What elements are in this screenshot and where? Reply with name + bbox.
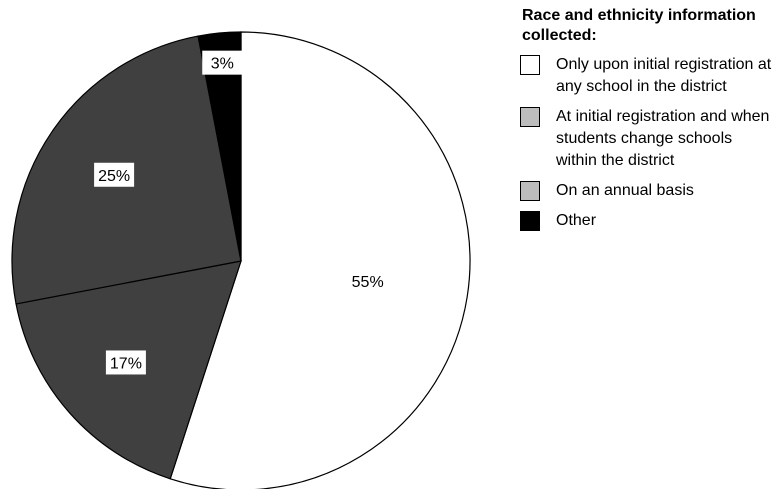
legend-swatch	[520, 107, 540, 127]
legend-label: On an annual basis	[556, 182, 694, 199]
legend-label: Other	[556, 212, 597, 229]
slice-label-text: 3%	[211, 56, 234, 73]
legend-item-registration-and-change: At initial registration and when student…	[520, 106, 775, 172]
legend-title: Race and ethnicity information collected…	[522, 7, 756, 44]
slice-label: 17%	[105, 350, 146, 375]
legend-item-initial-registration: Only upon initial registration at any sc…	[520, 54, 775, 98]
legend: Race and ethnicity information collected…	[520, 6, 775, 240]
slice-label-text: 25%	[98, 168, 130, 185]
legend-swatch	[520, 211, 540, 231]
legend-label: Only upon initial registration at any sc…	[556, 56, 772, 95]
legend-swatch	[520, 55, 540, 75]
slice-label: 55%	[352, 274, 384, 291]
legend-item-annual: On an annual basis	[520, 180, 775, 202]
legend-label: At initial registration and when student…	[556, 108, 770, 169]
legend-swatch	[520, 181, 540, 201]
slice-label: 3%	[202, 50, 243, 75]
slice-other	[197, 31, 242, 262]
slice-label-text: 17%	[110, 355, 142, 372]
slice-label: 25%	[94, 162, 135, 187]
legend-item-other: Other	[520, 210, 775, 232]
slice-label-box	[105, 350, 146, 375]
slice-initial-registration	[169, 31, 471, 489]
slice-label-box	[202, 50, 243, 75]
slice-label-text: 55%	[352, 274, 384, 291]
slice-label-box	[94, 162, 135, 187]
pie-chart: 55% 17% 25% 3%	[11, 31, 471, 489]
